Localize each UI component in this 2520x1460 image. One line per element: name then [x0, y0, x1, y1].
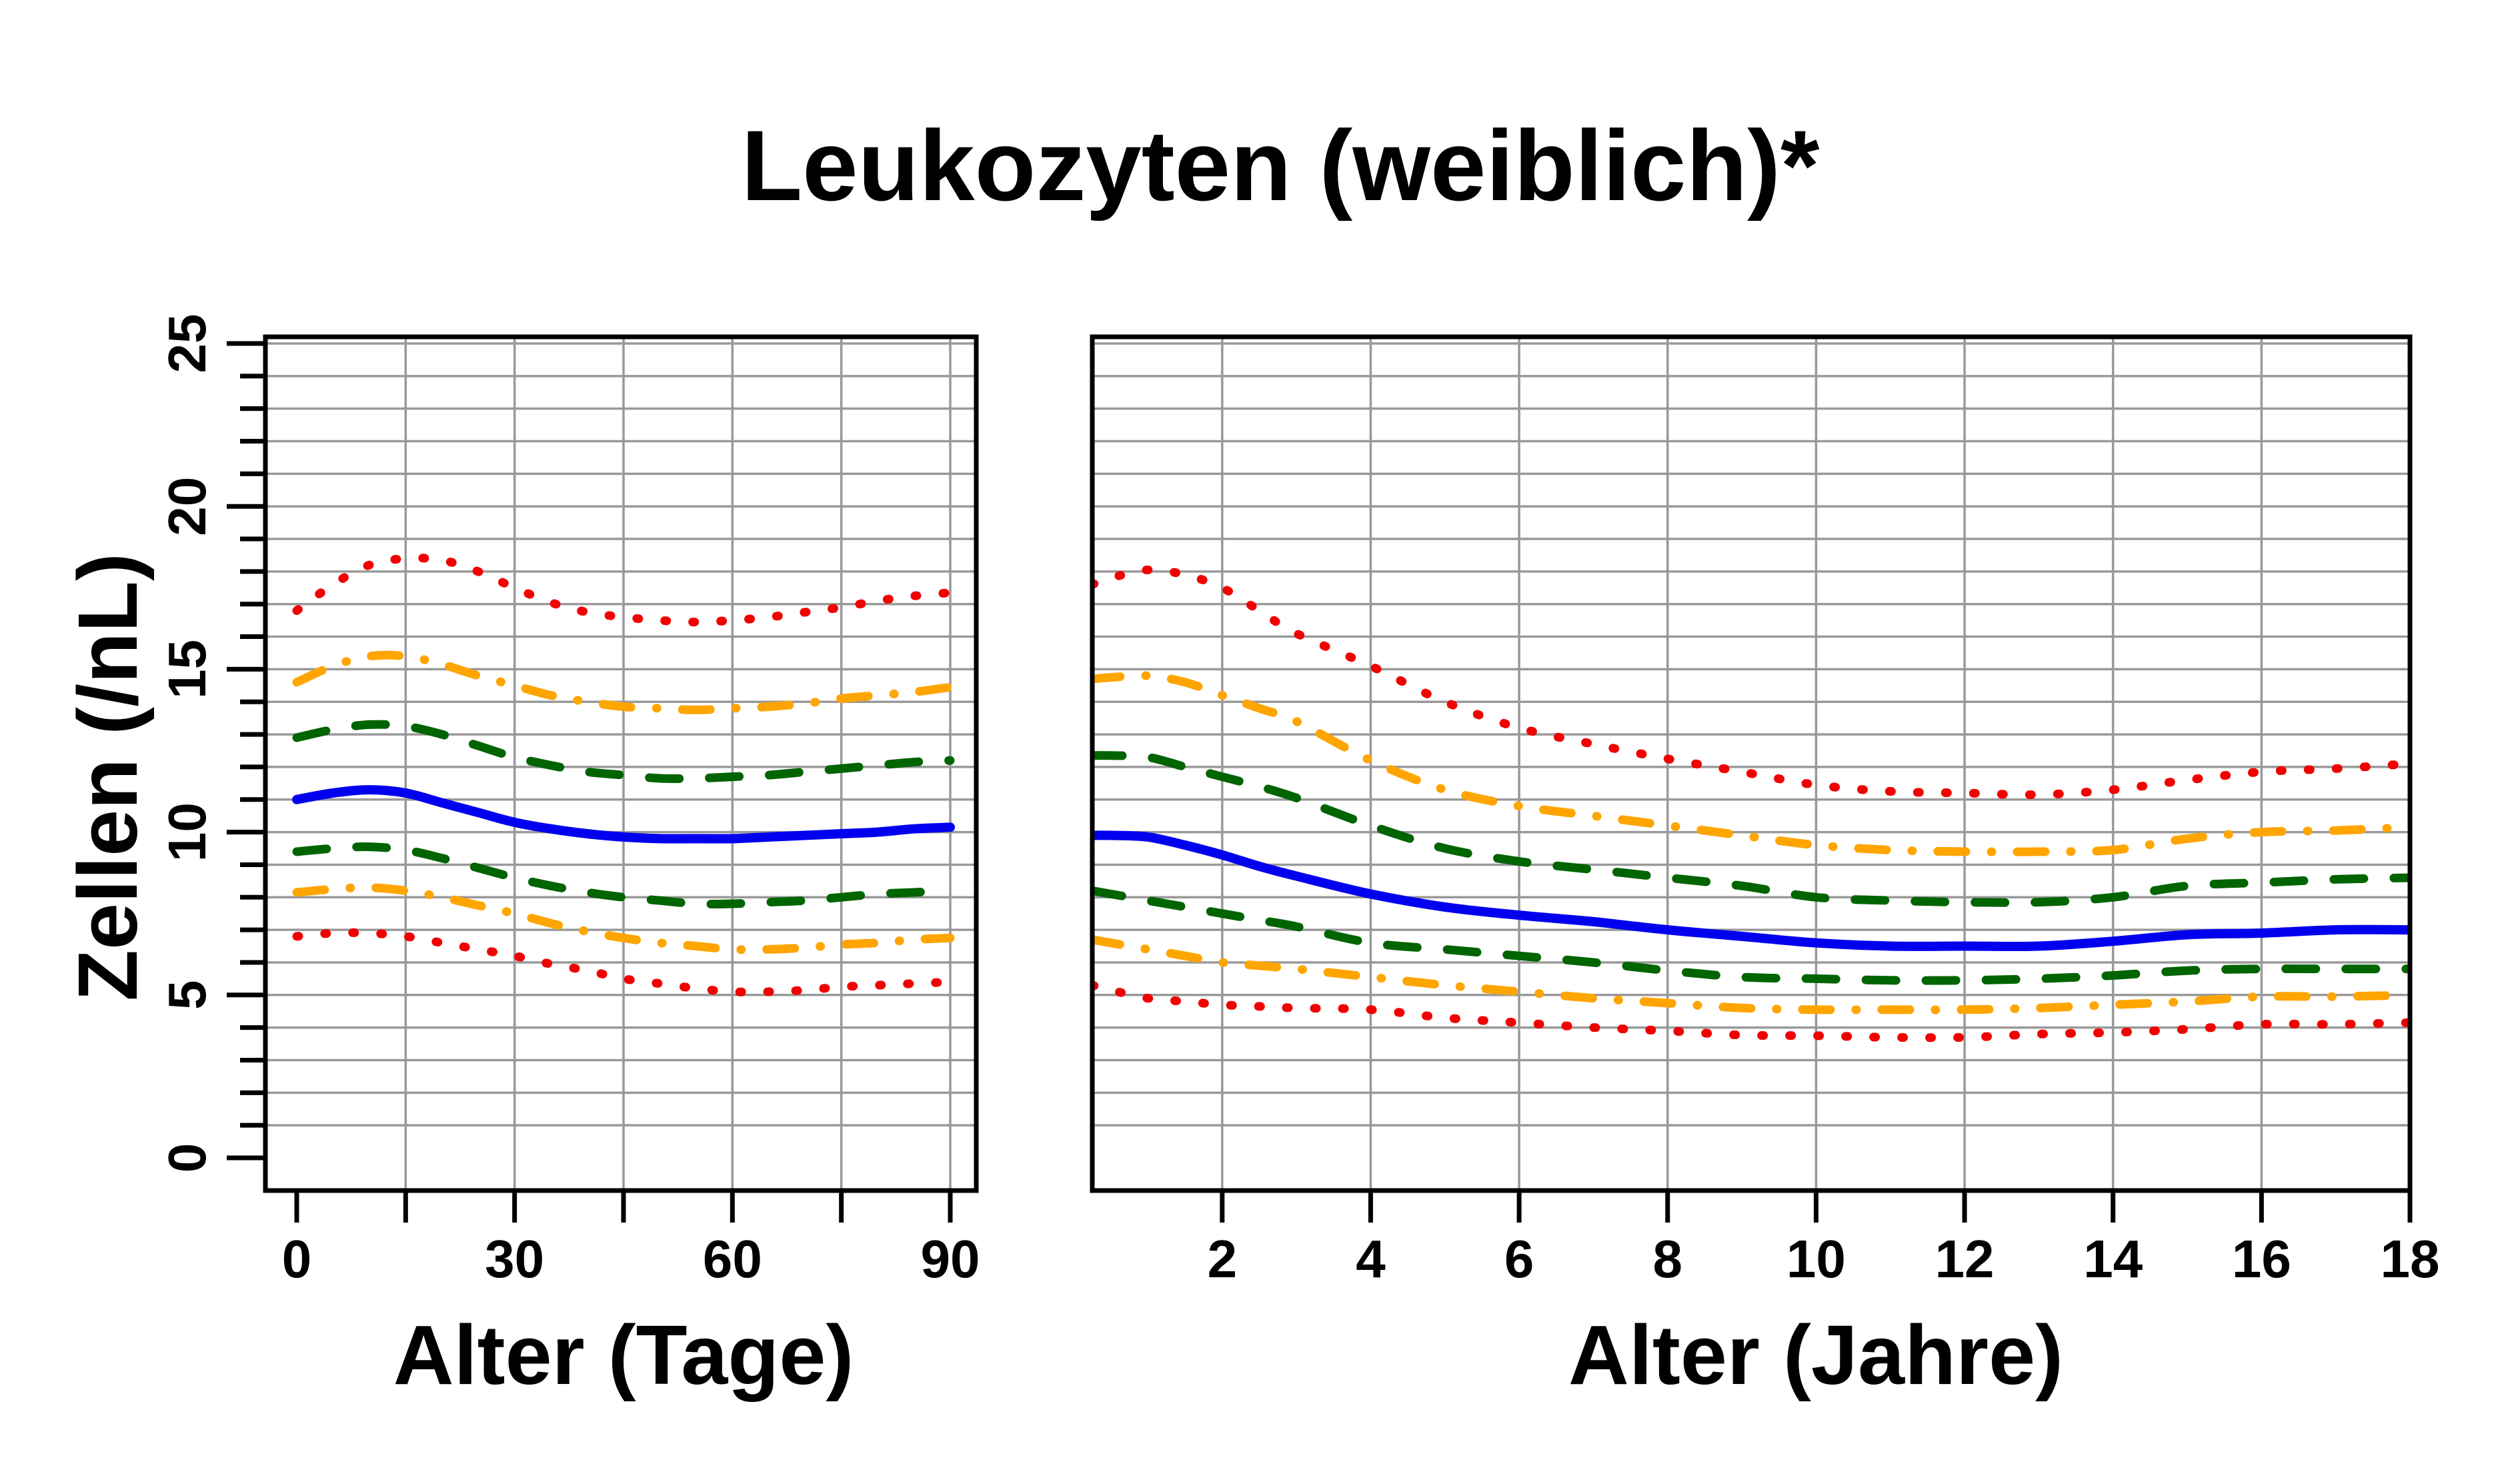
curve-green-upper [292, 720, 955, 783]
right-panel-box [1090, 334, 2413, 1193]
curve-orange-lower [1092, 935, 2410, 1014]
y-tick-label: 0 [157, 1143, 217, 1173]
x-tick-label: 12 [1935, 1229, 1995, 1289]
curve-blue-median [292, 785, 955, 844]
x-tick-label: 8 [1653, 1229, 1683, 1289]
x-tick-label: 14 [2083, 1229, 2143, 1289]
curve-green-lower [292, 842, 955, 909]
y-tick-label: 5 [157, 980, 217, 1010]
curve-green-lower [1092, 886, 2410, 985]
y-axis-title: Zellen (/nL) [61, 553, 155, 1001]
curve-blue-median [1092, 830, 2410, 952]
y-tick-label: 15 [157, 640, 217, 699]
chart-title: Leukozyten (weiblich)* [742, 109, 1820, 221]
right-x-axis: 2 4 6 8 10 12 14 16 18 [1208, 1191, 2440, 1289]
x-tick-label: 90 [921, 1229, 980, 1289]
x-tick-label: 10 [1786, 1229, 1846, 1289]
right-x-axis-title: Alter (Jahre) [1568, 1308, 2063, 1402]
y-axis: 0 5 10 15 20 25 [157, 314, 265, 1173]
x-tick-label: 30 [485, 1229, 544, 1289]
left-x-axis: 0 30 60 90 [282, 1191, 980, 1289]
left-x-axis-title: Alter (Tage) [393, 1308, 854, 1402]
curve-green-upper [1092, 751, 2410, 907]
curve-red-lower [1092, 980, 2410, 1042]
x-tick-label: 6 [1504, 1229, 1534, 1289]
right-panel-curves [1092, 565, 2410, 1042]
x-tick-label: 2 [1208, 1229, 1238, 1289]
y-tick-label: 10 [157, 802, 217, 862]
left-panel-grid [265, 337, 976, 1191]
curve-orange-lower [292, 883, 955, 954]
curve-orange-upper [292, 650, 955, 714]
x-tick-label: 16 [2232, 1229, 2291, 1289]
curve-orange-upper [1092, 671, 2410, 856]
x-tick-label: 18 [2381, 1229, 2440, 1289]
right-panel-grid [1092, 337, 2411, 1191]
left-panel-box [263, 334, 979, 1193]
x-tick-label: 0 [282, 1229, 312, 1289]
y-tick-label: 25 [157, 314, 217, 374]
x-tick-label: 60 [703, 1229, 762, 1289]
x-tick-label: 4 [1356, 1229, 1386, 1289]
y-tick-label: 20 [157, 477, 217, 536]
curve-red-upper [1092, 565, 2410, 800]
curve-red-lower [292, 928, 955, 996]
left-panel-curves [292, 554, 955, 996]
chart-generated-layers: 0 30 60 90 2 4 6 8 10 12 14 16 18 0 5 10 15 20 25 [157, 314, 2439, 1289]
